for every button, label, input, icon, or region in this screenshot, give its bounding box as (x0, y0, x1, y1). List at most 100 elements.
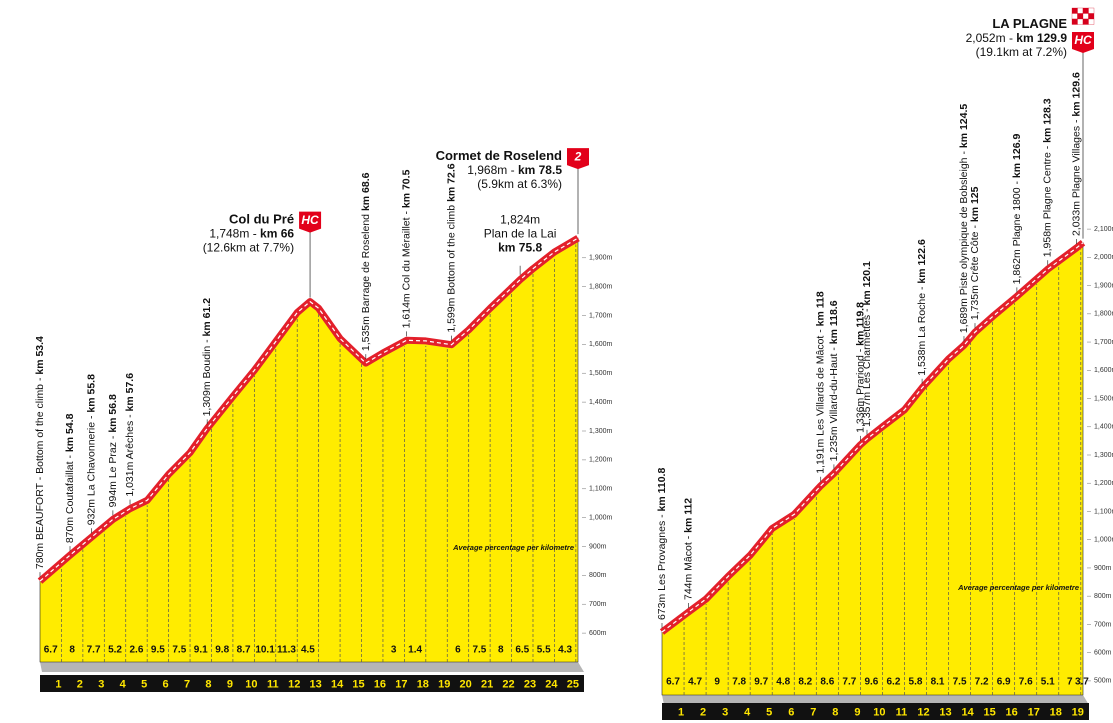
summit-elevation: 2,052m - (966, 31, 1017, 45)
km-marker: 11 (896, 706, 908, 718)
waypoint-name: 1,535m Barrage de Roselend (360, 211, 372, 351)
km-marker: 19 (1072, 706, 1084, 718)
gradient-label: 9.5 (151, 645, 165, 656)
waypoint-km: km 53.4 (34, 336, 46, 375)
km-marker: 4 (120, 678, 127, 690)
gradient-label: 2.6 (130, 645, 144, 656)
waypoint-label: 1,862m Plagne 1800 - km 126.9 (1011, 134, 1023, 285)
y-tick-label: 1,700m (589, 312, 613, 319)
profile-line-dash (39, 237, 579, 582)
waypoint-km: km 124.5 (958, 104, 970, 149)
waypoint-km: km 61.2 (201, 298, 213, 337)
y-tick-label: 1,800m (1094, 311, 1113, 318)
waypoint-label: 1,735m Crête Côte - km 125 (969, 186, 981, 320)
waypoint-km: km 68.6 (360, 172, 372, 211)
km-marker: 8 (832, 706, 838, 718)
gradient-label: 7.6 (1019, 677, 1033, 688)
waypoint-label: 1,309m Boudin - km 61.2 (201, 298, 213, 417)
y-tick-label: 1,200m (1094, 480, 1113, 487)
summit-detail: 1,748m - km 66 (209, 227, 294, 241)
waypoint-label: 870m Coutafaillat - km 54.8 (64, 413, 76, 543)
gradient-label: 8.6 (820, 677, 834, 688)
waypoint-label: 1,336m Prariond - km 119.8 (854, 302, 866, 433)
km-marker: 16 (374, 678, 386, 690)
y-tick-label: 1,500m (589, 370, 613, 377)
y-tick-label: 1,000m (1094, 537, 1113, 544)
gradient-label: 7.5 (472, 645, 486, 656)
gradient-label: 7.7 (87, 645, 101, 656)
y-tick-label: 800m (589, 572, 607, 579)
y-tick-label: 1,600m (1094, 367, 1113, 374)
category-flag (567, 148, 589, 170)
waypoint-km: km 122.6 (916, 239, 928, 284)
km-marker: 7 (184, 678, 190, 690)
km-marker: 2 (77, 678, 83, 690)
waypoint-km: km 125 (969, 186, 981, 222)
waypoint-name: 870m Coutafaillat - (64, 452, 76, 543)
km-marker: 17 (395, 678, 407, 690)
waypoint-label: 744m Mâcot - km 112 (682, 498, 694, 600)
finish-square (1071, 7, 1078, 14)
km-marker: 25 (567, 678, 579, 690)
km-marker: 16 (1006, 706, 1018, 718)
waypoint-label: 1,614m Col du Méraillet - km 70.5 (400, 169, 412, 328)
km-marker: 2 (700, 706, 706, 718)
finish-square (1077, 18, 1084, 25)
waypoint-name: 2,033m Plagne Villages - (1070, 117, 1082, 236)
finish-square (1088, 7, 1095, 14)
summit-detail: 2,052m - km 129.9 (966, 31, 1068, 45)
y-tick-label: 600m (589, 630, 607, 637)
km-marker: 6 (163, 678, 169, 690)
gradient-label: 9.1 (194, 645, 208, 656)
base-band (40, 662, 584, 672)
summit-name: Cormet de Roselend (436, 148, 562, 163)
finish-square (1077, 13, 1084, 20)
km-strip (662, 703, 1089, 720)
waypoint-km: km 54.8 (64, 413, 76, 452)
waypoint-km: km 70.5 (400, 169, 412, 208)
category-flag (299, 211, 322, 233)
y-tick-label: 700m (589, 601, 607, 608)
waypoint-km: km 110.8 (656, 468, 668, 512)
y-tick-label: 1,100m (1094, 508, 1113, 515)
waypoint-label: 673m Les Provagnes - km 110.8 (656, 468, 668, 621)
y-tick-label: 2,100m (1094, 226, 1113, 233)
km-marker: 24 (545, 678, 558, 690)
km-marker: 19 (438, 678, 450, 690)
summit-km: km 78.5 (518, 163, 562, 177)
category-flag (1072, 32, 1094, 53)
gradient-label: 9.6 (864, 677, 878, 688)
waypoint-name: 994m Le Praz - (107, 433, 119, 508)
km-marker: 23 (524, 678, 536, 690)
km-strip (40, 675, 584, 692)
waypoint-label: 2,033m Plagne Villages - km 129.6 (1070, 72, 1082, 236)
gradient-label: 7 (1067, 677, 1073, 688)
waypoint-label: 780m BEAUFORT - Bottom of the climb - km… (34, 336, 46, 569)
y-tick-label: 1,400m (589, 399, 613, 406)
summit-km: km 129.9 (1016, 31, 1067, 45)
waypoint-name: 1,538m La Roche - (916, 284, 928, 376)
gradient-note: Average percentage per kilometre (957, 583, 1079, 592)
waypoint-name: 780m BEAUFORT - Bottom of the climb - (34, 375, 46, 570)
finish-square (1088, 13, 1095, 20)
y-tick-label: 1,900m (589, 255, 613, 262)
summit-detail: 1,968m - km 78.5 (467, 163, 562, 177)
gradient-label: 7.8 (732, 677, 746, 688)
gradient-label: 4.8 (776, 677, 790, 688)
gradient-note: Average percentage per kilometre (452, 543, 574, 552)
category-label: HC (1074, 33, 1092, 47)
summit-name: LA PLAGNE (992, 16, 1067, 31)
waypoint-km: km 119.8 (854, 302, 866, 346)
gradient-label: 8.1 (931, 677, 945, 688)
waypoint-km: km 57.6 (124, 373, 136, 412)
km-marker: 7 (810, 706, 816, 718)
finish-square (1071, 18, 1078, 25)
gradient-label: 8.7 (237, 645, 251, 656)
waypoint-label: 1,538m La Roche - km 122.6 (916, 239, 928, 376)
gradient-label: 10.1 (255, 645, 275, 656)
km-marker: 4 (744, 706, 751, 718)
km-marker: 3 (98, 678, 104, 690)
waypoint-label: 1,599m Bottom of the climb km 72.6 (445, 163, 457, 332)
km-marker: 13 (939, 706, 951, 718)
